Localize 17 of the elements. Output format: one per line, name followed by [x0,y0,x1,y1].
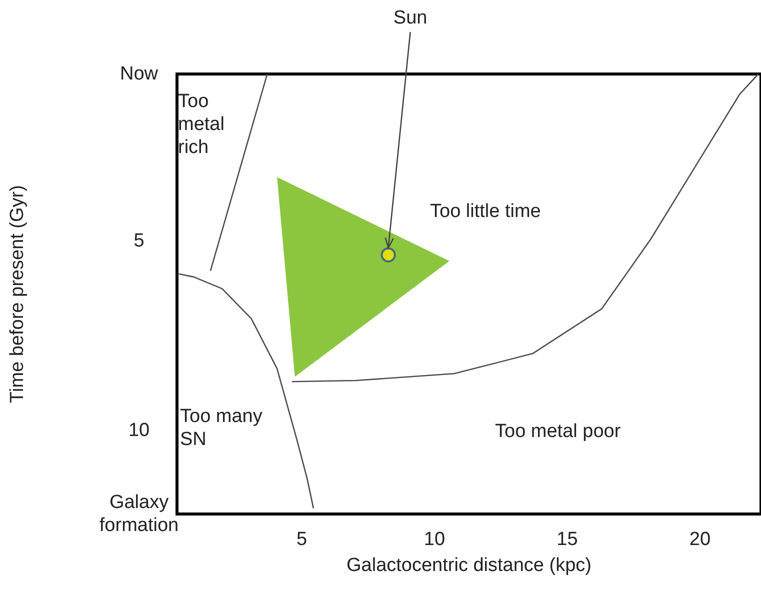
annotation: Too metal rich [178,91,224,158]
x-tick-label: 5 [296,529,308,550]
text: Sun [393,8,428,28]
line-series [178,273,314,509]
annotation: Too little time [430,201,541,222]
line-series [291,73,759,382]
x-tick-label: 15 [556,529,578,550]
x-axis-title: Galactocentric distance (kpc) [346,555,592,576]
x-tick-label: 20 [689,529,711,550]
annotation: Too many SN [180,406,263,450]
x-tick-label: 10 [424,529,446,550]
y-tick-label: 10 [128,420,150,442]
annotation: Too metal poor [495,421,622,442]
y-tick-label: 5 [134,230,144,252]
y-tick-label: Now [120,64,158,84]
y-axis-title: Time before present (Gyr) [7,185,28,403]
y-tick-label: Galaxy formation [99,492,179,536]
